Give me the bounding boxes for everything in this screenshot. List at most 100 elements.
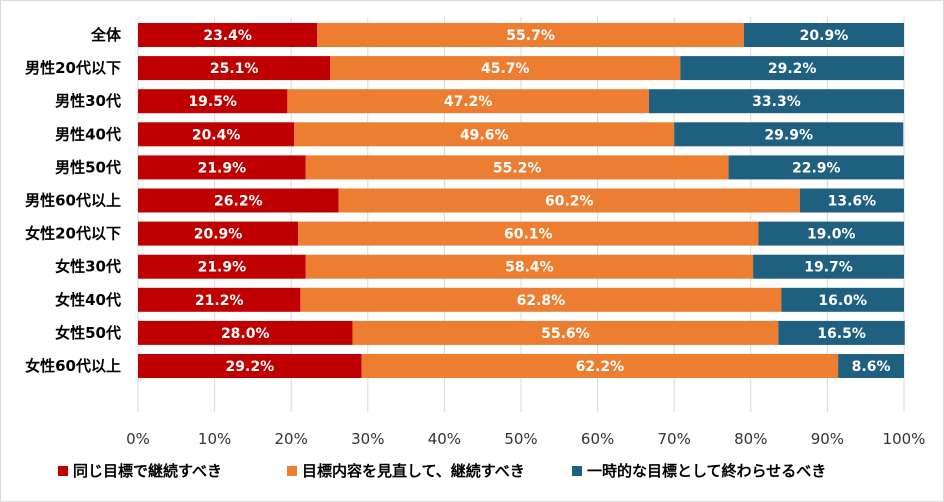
bar-segment xyxy=(778,320,905,345)
x-tick-label: 80% xyxy=(734,430,767,448)
data-label: 28.0% xyxy=(221,326,270,342)
x-tick-label: 10% xyxy=(198,430,231,448)
data-label: 19.0% xyxy=(807,227,856,243)
data-label: 25.1% xyxy=(210,61,259,77)
data-label: 60.2% xyxy=(545,194,594,210)
bar-segment xyxy=(753,254,904,279)
category-label: 女性40代 xyxy=(55,291,121,309)
bar-segment xyxy=(294,122,675,147)
bar-segment xyxy=(138,155,306,180)
data-label: 29.2% xyxy=(226,359,275,375)
data-label: 49.6% xyxy=(460,127,509,143)
legend-swatch xyxy=(58,466,68,476)
category-label: 女性30代 xyxy=(55,258,121,276)
category-label: 男性30代 xyxy=(55,92,121,110)
x-tick-label: 0% xyxy=(126,430,150,448)
data-label: 58.4% xyxy=(505,260,554,276)
x-tick-label: 20% xyxy=(275,430,308,448)
bar-segment xyxy=(138,188,339,213)
category-label: 男性20代以下 xyxy=(25,59,121,77)
bar-segment xyxy=(300,287,782,312)
bar-segment xyxy=(287,89,649,114)
bar-segment xyxy=(317,23,744,47)
data-label: 19.5% xyxy=(188,94,237,110)
bar-segment xyxy=(138,287,301,312)
data-label: 29.9% xyxy=(764,127,813,143)
x-tick-label: 90% xyxy=(811,430,844,448)
x-tick-label: 70% xyxy=(658,430,691,448)
x-tick-label: 100% xyxy=(883,430,926,448)
data-label: 22.9% xyxy=(792,160,841,176)
data-label: 47.2% xyxy=(444,94,493,110)
data-label: 45.7% xyxy=(481,61,530,77)
data-label: 21.9% xyxy=(198,160,247,176)
x-tick-label: 60% xyxy=(581,430,614,448)
bar-segment xyxy=(138,254,306,279)
legend-label: 一時的な目標として終わらせるべき xyxy=(587,462,826,480)
data-label: 60.1% xyxy=(504,227,553,243)
category-label: 男性60代以上 xyxy=(25,192,121,210)
bar-segment xyxy=(743,23,904,47)
bar-segment xyxy=(338,188,800,213)
bar-segment xyxy=(298,221,759,246)
data-label: 55.6% xyxy=(541,326,590,342)
category-label: 男性40代 xyxy=(55,125,121,143)
bar-segment xyxy=(138,354,362,378)
data-label: 8.6% xyxy=(852,359,891,375)
legend: 同じ目標で継続すべき 目標内容を見直して、継続すべき 一時的な目標として終わらせるべ… xyxy=(58,462,826,480)
bar-segment xyxy=(138,89,288,114)
bar-segment xyxy=(674,122,904,147)
data-label: 13.6% xyxy=(828,194,877,210)
bar-segment xyxy=(138,122,295,147)
x-tick-label: 50% xyxy=(504,430,537,448)
data-label: 19.7% xyxy=(804,260,853,276)
bar-segment xyxy=(330,56,681,81)
x-axis-ticks: 0% 10% 20% 30% 40% 50% 60% 70% 80% 90% 100% xyxy=(126,430,925,448)
data-label: 62.2% xyxy=(576,359,625,375)
category-label: 女性60代以上 xyxy=(25,357,121,375)
data-label: 16.5% xyxy=(817,326,866,342)
bar-segment xyxy=(352,320,779,345)
bar-segment xyxy=(138,320,353,345)
bar-segment xyxy=(648,89,904,114)
bar-segment xyxy=(361,354,839,378)
bar-segment xyxy=(728,155,904,180)
data-label: 62.8% xyxy=(517,293,566,309)
legend-label: 同じ目標で継続すべき xyxy=(73,462,222,480)
data-label: 16.0% xyxy=(818,293,867,309)
bar-segment xyxy=(781,287,904,312)
x-tick-label: 40% xyxy=(428,430,461,448)
data-label: 21.9% xyxy=(198,260,247,276)
bar-segment xyxy=(138,23,318,47)
bar-segment xyxy=(138,56,331,81)
category-label: 男性50代 xyxy=(55,158,121,176)
data-label: 20.9% xyxy=(800,28,849,44)
data-label: 23.4% xyxy=(203,28,252,44)
x-tick-label: 30% xyxy=(351,430,384,448)
legend-swatch xyxy=(287,466,297,476)
category-label: 女性50代 xyxy=(55,324,121,342)
bar-segment xyxy=(305,155,729,180)
bar-segment xyxy=(305,254,754,279)
data-label: 20.9% xyxy=(194,227,243,243)
bars: 23.4% 55.7% 20.9% 25.1% 45.7% 29.2% 19.5% 47.2%… xyxy=(138,23,905,378)
legend-label: 目標内容を見直して、継続すべき xyxy=(302,462,525,480)
data-label: 29.2% xyxy=(768,61,817,77)
category-label: 全体 xyxy=(90,26,122,44)
data-label: 21.2% xyxy=(195,293,244,309)
data-label: 20.4% xyxy=(192,127,241,143)
data-label: 33.3% xyxy=(752,94,801,110)
data-label: 26.2% xyxy=(214,194,263,210)
category-labels: 全体男性20代以下男性30代男性40代男性50代男性60代以上女性20代以下女性… xyxy=(25,26,122,375)
category-label: 女性20代以下 xyxy=(25,225,121,243)
gridlines xyxy=(137,17,905,412)
legend-swatch xyxy=(572,466,582,476)
bar-segment xyxy=(799,188,904,213)
data-label: 55.2% xyxy=(493,160,542,176)
bar-segment xyxy=(680,56,904,81)
bar-segment xyxy=(838,354,904,378)
bar-segment xyxy=(138,221,299,246)
data-label: 55.7% xyxy=(506,28,555,44)
